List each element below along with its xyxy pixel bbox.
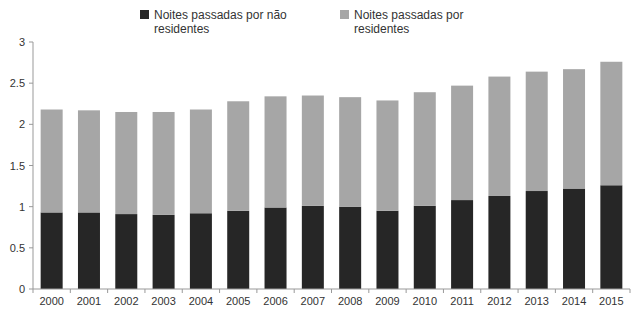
bar xyxy=(563,189,585,289)
bar xyxy=(526,72,548,191)
x-tick xyxy=(331,289,332,293)
x-tick xyxy=(555,289,556,293)
x-tick xyxy=(368,289,369,293)
x-tick xyxy=(219,289,220,293)
bar xyxy=(339,97,361,207)
y-tick xyxy=(29,42,33,43)
x-tick-label: 2004 xyxy=(189,295,213,307)
bar xyxy=(563,69,585,188)
bar xyxy=(265,207,287,289)
x-tick xyxy=(70,289,71,293)
x-tick-label: 2012 xyxy=(487,295,511,307)
x-tick xyxy=(592,289,593,293)
y-tick-label: 2.5 xyxy=(10,77,25,89)
bar xyxy=(302,96,324,206)
x-tick-label: 2002 xyxy=(114,295,138,307)
bar xyxy=(190,110,212,214)
bar xyxy=(600,185,622,289)
legend-swatch xyxy=(140,10,149,19)
x-tick xyxy=(480,289,481,293)
bar xyxy=(414,206,436,289)
bar xyxy=(376,100,398,210)
x-tick-label: 2010 xyxy=(413,295,437,307)
x-tick xyxy=(406,289,407,293)
bar xyxy=(376,211,398,289)
x-tick-label: 2008 xyxy=(338,295,362,307)
x-tick-label: 2007 xyxy=(301,295,325,307)
bar xyxy=(78,110,100,212)
x-tick xyxy=(630,289,631,293)
x-tick xyxy=(144,289,145,293)
x-tick xyxy=(443,289,444,293)
bar xyxy=(153,215,175,289)
bar xyxy=(302,206,324,289)
x-tick-label: 2000 xyxy=(39,295,63,307)
y-tick xyxy=(29,247,33,248)
bar xyxy=(115,112,137,214)
legend-swatch xyxy=(340,10,349,19)
bar xyxy=(265,96,287,207)
legend-label: Noites passadas por residentes xyxy=(354,8,504,36)
y-tick-label: 0 xyxy=(19,283,25,295)
bar xyxy=(488,77,510,196)
x-tick-label: 2014 xyxy=(562,295,586,307)
bar xyxy=(227,211,249,289)
x-tick-label: 2011 xyxy=(450,295,474,307)
bar xyxy=(78,212,100,289)
bars xyxy=(41,62,623,289)
x-tick xyxy=(107,289,108,293)
x-tick-label: 2005 xyxy=(226,295,250,307)
chart-svg: 0 0.5 1 1.5 2 2.5 3 2000 2001 2002 2003 2004 2005 200… xyxy=(0,0,638,314)
x-tick xyxy=(256,289,257,293)
bar xyxy=(115,214,137,289)
x-tick-label: 2006 xyxy=(263,295,287,307)
bar xyxy=(190,213,212,289)
bar xyxy=(488,196,510,289)
x-tick-label: 2003 xyxy=(151,295,175,307)
bar xyxy=(227,101,249,211)
y-tick xyxy=(29,289,33,290)
y-tick-label: 3 xyxy=(19,36,25,48)
x-tick xyxy=(182,289,183,293)
x-tick-label: 2001 xyxy=(77,295,101,307)
x-tick-label: 2015 xyxy=(599,295,623,307)
chart: 0 0.5 1 1.5 2 2.5 3 2000 2001 2002 2003 2004 2005 200… xyxy=(0,0,638,314)
bar xyxy=(41,110,63,213)
legend-label: Noites passadas por não residentes xyxy=(154,8,304,36)
y-tick-label: 0.5 xyxy=(10,242,25,254)
legend-entry: Noites passadas por não residentes xyxy=(140,8,304,36)
y-tick xyxy=(29,165,33,166)
bar xyxy=(41,212,63,289)
bar xyxy=(414,92,436,206)
y-tick-label: 1.5 xyxy=(10,160,25,172)
x-tick xyxy=(33,289,34,293)
legend-entry: Noites passadas por residentes xyxy=(340,8,504,36)
bar xyxy=(451,86,473,200)
y-tick xyxy=(29,124,33,125)
x-tick-label: 2013 xyxy=(524,295,548,307)
bar xyxy=(153,112,175,215)
bar xyxy=(339,207,361,289)
y-tick-label: 1 xyxy=(19,201,25,213)
bar xyxy=(600,62,622,186)
bar xyxy=(526,191,548,289)
x-tick-label: 2009 xyxy=(375,295,399,307)
y-tick-label: 2 xyxy=(19,118,25,130)
y-tick xyxy=(29,206,33,207)
x-tick xyxy=(518,289,519,293)
y-tick xyxy=(29,83,33,84)
bar xyxy=(451,200,473,289)
x-tick xyxy=(294,289,295,293)
y-axis xyxy=(33,42,34,289)
